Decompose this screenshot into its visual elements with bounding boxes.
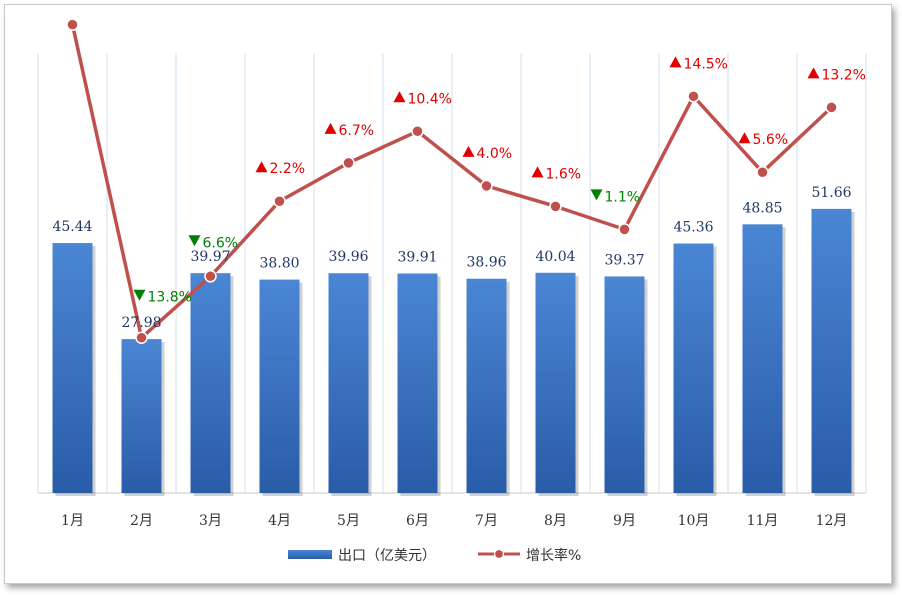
growth-rate-point — [135, 331, 148, 344]
up-arrow-icon — [255, 161, 268, 173]
growth-rate-point — [342, 156, 355, 170]
bar — [52, 243, 93, 493]
legend-line-marker — [493, 548, 505, 560]
chart-frame: 45.44 1月 27.98 2月 39.97 3月 38.80 4月 39.96 5月 39.91… — [4, 4, 892, 584]
chart: 45.44 1月 27.98 2月 39.97 3月 38.80 4月 39.96 5月 39.91… — [37, 18, 867, 564]
growth-rate-label: 13.2% — [822, 67, 866, 83]
growth-rate-label: 2.2% — [270, 161, 306, 177]
bar — [535, 272, 576, 493]
growth-rate-label: 14.5% — [684, 56, 728, 72]
growth-rate-point — [480, 179, 493, 193]
down-arrow-icon — [590, 189, 603, 201]
growth-rate-label: 4.0% — [477, 146, 513, 162]
x-tick-label: 12月 — [816, 513, 848, 529]
down-arrow-icon — [133, 289, 146, 301]
bar-value-label: 45.44 — [52, 219, 92, 235]
bar — [673, 243, 714, 493]
bar-value-label: 39.37 — [604, 252, 644, 268]
x-tick-label: 4月 — [268, 513, 291, 529]
growth-rate-label: 10.4% — [408, 91, 452, 107]
x-tick-label: 9月 — [613, 513, 636, 529]
up-arrow-icon — [738, 132, 751, 144]
up-arrow-icon — [807, 67, 820, 79]
bar — [466, 278, 507, 493]
bar — [604, 276, 645, 493]
up-arrow-icon — [462, 145, 475, 157]
growth-rate-line — [70, 24, 833, 340]
bar-value-label: 51.66 — [811, 185, 851, 201]
legend: 出口（亿美元） 增长率% — [288, 547, 581, 564]
x-tick-label: 5月 — [337, 513, 360, 529]
x-tick-label: 7月 — [475, 513, 498, 529]
growth-rate-point — [66, 18, 79, 31]
bar — [121, 339, 162, 493]
growth-rate-label: 13.8% — [148, 290, 192, 306]
growth-rate-label: 6.6% — [203, 235, 239, 251]
bar-value-label: 38.80 — [259, 256, 299, 272]
bar-value-label: 39.97 — [190, 249, 230, 265]
growth-rate-label: 1.6% — [546, 166, 582, 182]
x-tick-label: 10月 — [678, 513, 710, 529]
bar-value-label: 39.91 — [397, 249, 437, 265]
up-arrow-icon — [393, 91, 406, 103]
legend-bar-label: 出口（亿美元） — [338, 548, 436, 564]
growth-rate-point — [825, 101, 838, 114]
growth-rate-label: 1.1% — [605, 189, 641, 205]
bar — [259, 279, 300, 493]
legend-bar-swatch — [288, 550, 332, 559]
up-arrow-icon — [531, 166, 544, 178]
up-arrow-icon — [324, 122, 337, 134]
up-arrow-icon — [669, 56, 682, 68]
growth-rate-point — [618, 223, 631, 236]
bar — [397, 273, 438, 493]
x-tick-label: 6月 — [406, 513, 429, 529]
bar-value-label: 39.96 — [328, 249, 368, 265]
x-tick-label: 2月 — [130, 513, 153, 529]
growth-rate-point — [687, 90, 700, 103]
bar — [328, 273, 369, 493]
x-tick-label: 1月 — [61, 513, 84, 529]
bar-value-label: 40.04 — [535, 249, 575, 265]
bar — [190, 273, 231, 493]
bar-value-label: 48.85 — [742, 200, 782, 216]
growth-rate-point — [273, 194, 286, 208]
growth-rate-point — [756, 165, 769, 179]
bar — [811, 208, 852, 493]
bar-value-label: 45.36 — [673, 220, 713, 236]
x-tick-label: 3月 — [199, 513, 222, 529]
growth-rate-label: 5.6% — [753, 132, 789, 148]
growth-rate-point — [411, 125, 424, 138]
legend-line-label: 增长率% — [526, 547, 581, 564]
growth-rate-point — [549, 200, 562, 213]
down-arrow-icon — [188, 235, 201, 247]
bar-value-label: 38.96 — [466, 255, 506, 271]
bar-value-label: 27.98 — [121, 315, 161, 331]
bar — [742, 224, 783, 493]
growth-rate-point — [204, 270, 217, 283]
x-tick-label: 11月 — [747, 513, 779, 529]
growth-rate-label: 6.7% — [339, 123, 375, 139]
x-tick-label: 8月 — [544, 513, 567, 529]
